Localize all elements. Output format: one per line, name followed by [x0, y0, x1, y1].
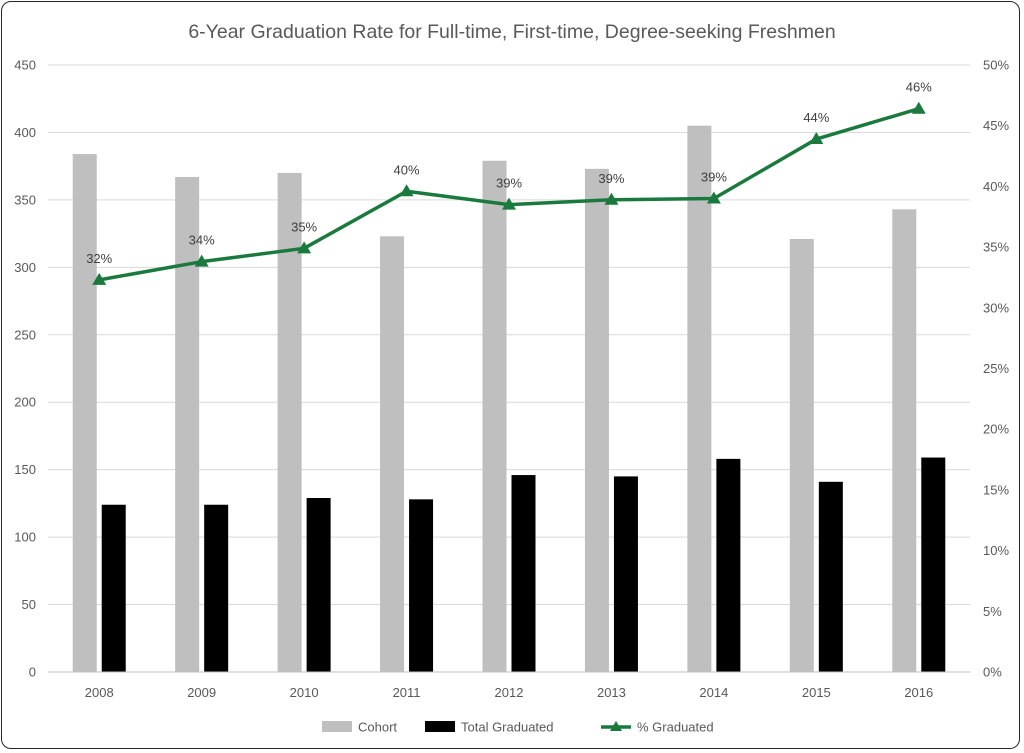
y-right-tick-label: 35% [983, 240, 1009, 255]
x-tick-label: 2010 [290, 685, 319, 700]
bar-cohort [72, 154, 97, 672]
line-marker [706, 191, 721, 204]
legend-swatch [425, 721, 455, 732]
data-label: 46% [906, 80, 932, 95]
y-right-tick-label: 15% [983, 482, 1009, 497]
axes: 0 50 100 150 200 250 300 350 400 450 0% 5% 10% 15% 20%… [14, 58, 1009, 701]
x-tick-label: 2015 [802, 685, 831, 700]
bar-cohort [789, 239, 814, 673]
y-left-tick-label: 300 [14, 260, 36, 275]
y-right-tick-label: 45% [983, 118, 1009, 133]
y-left-tick-label: 200 [14, 395, 36, 410]
x-tick-label: 2012 [495, 685, 524, 700]
bar-cohort [584, 168, 609, 672]
y-left-tick-label: 100 [14, 530, 36, 545]
bar-cohort [687, 125, 712, 672]
bars [72, 125, 946, 673]
data-label: 40% [394, 162, 420, 177]
y-right-tick-label: 40% [983, 179, 1009, 194]
line-marker [502, 197, 516, 210]
line-marker [911, 101, 926, 114]
bar-total-graduated [306, 497, 331, 672]
bar-total-graduated [716, 458, 741, 672]
line-marker [194, 254, 209, 267]
x-tick-label: 2009 [187, 685, 216, 700]
line-marker [809, 132, 824, 145]
y-left-tick-label: 50 [22, 597, 36, 612]
line-marker [604, 192, 619, 205]
data-label: 35% [291, 219, 317, 234]
legend-label: % Graduated [637, 720, 714, 735]
data-label: 39% [598, 171, 624, 186]
y-left-tick-label: 450 [14, 58, 36, 73]
data-label: 32% [86, 251, 112, 266]
y-left-tick-label: 350 [14, 192, 36, 207]
y-left-tick-label: 250 [14, 327, 36, 342]
y-right-tick-label: 5% [983, 604, 1002, 619]
line-marker [297, 241, 312, 254]
data-label: 34% [189, 233, 215, 248]
legend-label: Cohort [358, 720, 397, 735]
y-right-tick-label: 30% [983, 300, 1009, 315]
x-tick-label: 2014 [699, 685, 728, 700]
data-label: 44% [803, 110, 829, 125]
y-right-tick-label: 50% [983, 58, 1009, 73]
bar-total-graduated [204, 504, 229, 672]
line-marker [399, 184, 414, 197]
bar-cohort [482, 160, 507, 672]
y-left-tick-label: 400 [14, 125, 36, 140]
chart-title: 6-Year Graduation Rate for Full-time, Fi… [188, 21, 835, 43]
y-left-tick-label: 150 [14, 462, 36, 477]
line-marker [92, 272, 107, 285]
y-right-tick-label: 20% [983, 422, 1009, 437]
bar-cohort [380, 236, 405, 672]
bar-cohort [175, 176, 200, 673]
y-right-tick-label: 10% [983, 543, 1009, 558]
data-label: 39% [496, 176, 522, 191]
x-tick-label: 2013 [597, 685, 626, 700]
legend-swatch-marker [610, 721, 622, 731]
y-left-tick-label: 0 [29, 665, 36, 680]
legend-label: Total Graduated [461, 720, 554, 735]
series-line: 32% 34% 35% 40% 39% 39% 39% 44% 46% [86, 80, 932, 285]
y-right-tick-label: 0% [983, 665, 1002, 680]
data-label: 39% [701, 170, 727, 185]
bar-total-graduated [921, 457, 946, 672]
x-tick-label: 2008 [85, 685, 114, 700]
bar-cohort [892, 209, 917, 672]
y-right-tick-label: 25% [983, 361, 1009, 376]
legend-swatch [322, 721, 352, 732]
bar-total-graduated [409, 499, 434, 672]
bar-total-graduated [818, 481, 843, 672]
bar-cohort [277, 172, 302, 672]
x-tick-label: 2016 [904, 685, 933, 700]
bar-total-graduated [101, 504, 126, 672]
bar-total-graduated [511, 475, 536, 672]
bar-total-graduated [613, 476, 638, 672]
legend: Cohort Total Graduated % Graduated [322, 720, 714, 735]
x-tick-label: 2011 [393, 685, 421, 700]
